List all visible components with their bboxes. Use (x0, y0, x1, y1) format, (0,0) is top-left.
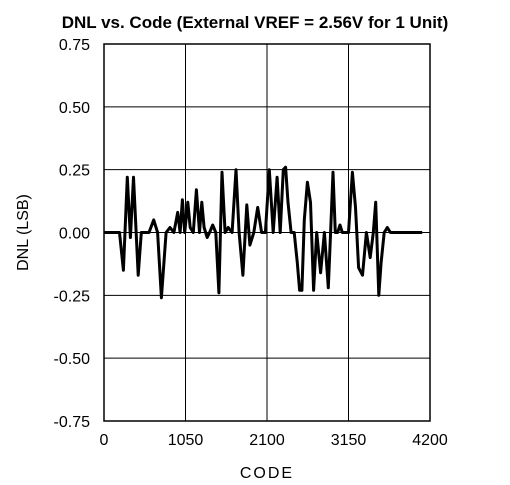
y-axis-label: DNL (LSB) (15, 194, 32, 271)
x-axis-label: CODE (240, 465, 294, 482)
y-tick-label: 0.75 (59, 37, 90, 54)
y-tick-label: -0.25 (54, 288, 91, 305)
dnl-series-line (104, 165, 423, 300)
x-tick-label: 2100 (249, 432, 285, 449)
grid-lines (103, 43, 431, 422)
y-tick-label: -0.75 (54, 414, 91, 431)
chart-title: DNL vs. Code (External VREF = 2.56V for … (61, 13, 449, 32)
y-tick-labels: 0.75 0.50 0.25 0.00 -0.25 -0.50 -0.75 (54, 37, 91, 431)
y-tick-label: -0.50 (54, 351, 91, 368)
x-tick-label: 3150 (331, 432, 367, 449)
x-tick-label: 0 (100, 432, 109, 449)
y-tick-label: 0.00 (59, 226, 90, 243)
x-tick-label: 1050 (168, 432, 204, 449)
x-tick-label: 4200 (412, 432, 448, 449)
y-tick-label: 0.50 (59, 100, 90, 117)
y-tick-label: 0.25 (59, 163, 90, 180)
x-tick-labels: 0 1050 2100 3150 4200 (100, 432, 448, 449)
